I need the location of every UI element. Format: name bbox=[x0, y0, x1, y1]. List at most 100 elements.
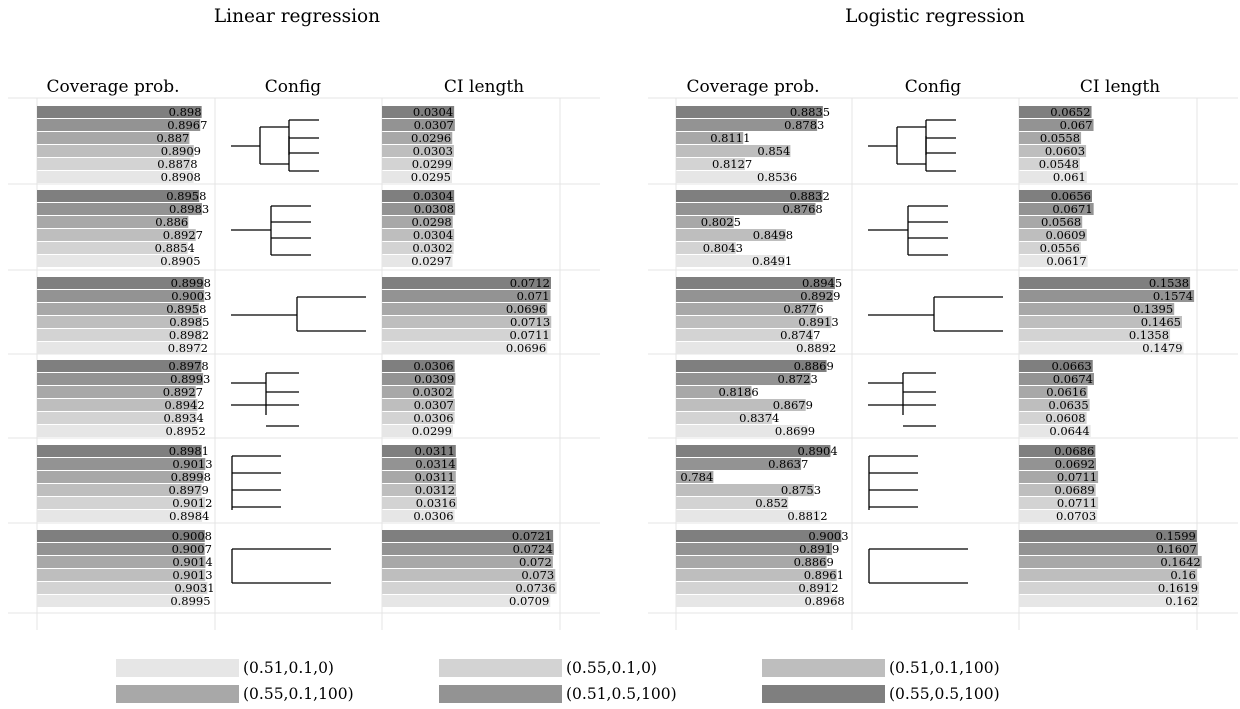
coverage-bar bbox=[37, 373, 204, 385]
coverage-value-label: 0.8978 bbox=[168, 359, 208, 373]
coverage-value-label: 0.8972 bbox=[168, 341, 208, 355]
ci-length-bar bbox=[382, 242, 454, 254]
ci-length-value-label: 0.0711 bbox=[1057, 470, 1097, 484]
ci-length-bar bbox=[1019, 119, 1094, 131]
ci-length-value-label: 0.0308 bbox=[414, 202, 454, 216]
coverage-value-label: 0.8945 bbox=[802, 276, 842, 290]
coverage-bar bbox=[676, 543, 833, 555]
legend-label-4: (0.51,0.5,100) bbox=[566, 685, 677, 703]
coverage-value-label: 0.898 bbox=[169, 105, 202, 119]
ci-length-bar bbox=[382, 497, 457, 509]
coverage-bar bbox=[37, 360, 202, 372]
ci-length-value-label: 0.0603 bbox=[1045, 144, 1085, 158]
ci-length-bar bbox=[382, 556, 553, 568]
ci-length-value-label: 0.1574 bbox=[1153, 289, 1193, 303]
coverage-value-label: 0.8783 bbox=[784, 118, 824, 132]
ci-length-value-label: 0.1619 bbox=[1158, 581, 1198, 595]
ci-length-value-label: 0.071 bbox=[517, 289, 550, 303]
ci-length-bar bbox=[1019, 132, 1082, 144]
ci-length-bar bbox=[1019, 229, 1087, 241]
coverage-value-label: 0.8768 bbox=[782, 202, 822, 216]
ci-length-bar bbox=[1019, 530, 1197, 542]
coverage-bar bbox=[37, 303, 200, 315]
ci-length-bar bbox=[382, 582, 557, 594]
logistic-panel-title: Logistic regression bbox=[845, 6, 1025, 27]
ci-length-value-label: 0.0309 bbox=[414, 372, 454, 386]
coverage-value-label: 0.8934 bbox=[164, 411, 204, 425]
ci-length-bar bbox=[1019, 510, 1098, 522]
coverage-value-label: 0.9007 bbox=[172, 542, 212, 556]
coverage-value-label: 0.8869 bbox=[794, 359, 834, 373]
coverage-value-label: 0.8111 bbox=[710, 131, 750, 145]
coverage-bar bbox=[676, 342, 830, 354]
ci-length-bar bbox=[1019, 412, 1087, 424]
coverage-value-label: 0.8995 bbox=[170, 594, 210, 608]
ci-length-bar bbox=[1019, 216, 1083, 228]
coverage-value-label: 0.8913 bbox=[798, 315, 838, 329]
ci-length-bar bbox=[1019, 158, 1080, 170]
ci-length-value-label: 0.1358 bbox=[1129, 328, 1169, 342]
coverage-value-label: 0.8983 bbox=[169, 202, 209, 216]
coverage-value-label: 0.8753 bbox=[781, 483, 821, 497]
ci-length-value-label: 0.0652 bbox=[1050, 105, 1090, 119]
coverage-bar bbox=[37, 229, 196, 241]
coverage-bar bbox=[37, 277, 204, 289]
coverage-value-label: 0.8905 bbox=[160, 254, 200, 268]
ci-length-value-label: 0.0703 bbox=[1056, 509, 1096, 523]
coverage-bar bbox=[37, 425, 199, 437]
ci-length-bar bbox=[382, 530, 554, 542]
ci-length-value-label: 0.0302 bbox=[412, 241, 452, 255]
linear-ci-header: CI length bbox=[444, 77, 524, 97]
ci-length-bar bbox=[382, 543, 554, 555]
ci-length-value-label: 0.0724 bbox=[513, 542, 553, 556]
ci-length-bar bbox=[1019, 360, 1093, 372]
coverage-value-label: 0.8127 bbox=[712, 157, 752, 171]
ci-length-bar bbox=[1019, 342, 1184, 354]
coverage-bar bbox=[37, 458, 206, 470]
coverage-bar bbox=[676, 242, 736, 254]
coverage-bar bbox=[676, 497, 789, 509]
coverage-bar bbox=[676, 316, 832, 328]
ci-length-value-label: 0.0298 bbox=[411, 215, 451, 229]
bars-layer: 0.898 0.0304 0.8967 0.0307 0.887 0.0296 0.8909… bbox=[37, 105, 1202, 608]
legend-swatch-0 bbox=[116, 659, 239, 677]
coverage-bar bbox=[37, 543, 205, 555]
ci-length-value-label: 0.1465 bbox=[1141, 315, 1181, 329]
coverage-bar bbox=[37, 132, 190, 144]
ci-length-bar bbox=[1019, 316, 1182, 328]
ci-length-bar bbox=[1019, 471, 1099, 483]
coverage-value-label: 0.9013 bbox=[172, 568, 212, 582]
ci-length-value-label: 0.1538 bbox=[1149, 276, 1189, 290]
coverage-value-label: 0.8967 bbox=[167, 118, 207, 132]
ci-length-value-label: 0.0548 bbox=[1039, 157, 1079, 171]
coverage-value-label: 0.8993 bbox=[170, 372, 210, 386]
coverage-value-label: 0.8679 bbox=[773, 398, 813, 412]
coverage-value-label: 0.8637 bbox=[768, 457, 808, 471]
coverage-bar bbox=[676, 373, 811, 385]
legend: (0.51,0.1,0) (0.55,0.1,0) (0.51,0.1,100)… bbox=[116, 659, 1000, 703]
ci-length-value-label: 0.0304 bbox=[413, 105, 453, 119]
ci-length-value-label: 0.0711 bbox=[1057, 496, 1097, 510]
coverage-bar bbox=[37, 145, 194, 157]
ci-length-value-label: 0.061 bbox=[1053, 170, 1086, 184]
coverage-bar bbox=[37, 412, 197, 424]
ci-length-value-label: 0.0656 bbox=[1051, 189, 1091, 203]
legend-label-1: (0.55,0.1,0) bbox=[566, 659, 657, 677]
logistic-ci-header: CI length bbox=[1080, 77, 1160, 97]
ci-length-bar bbox=[382, 203, 456, 215]
ci-length-value-label: 0.0635 bbox=[1048, 398, 1088, 412]
coverage-value-label: 0.8979 bbox=[169, 483, 209, 497]
ci-length-value-label: 0.0608 bbox=[1045, 411, 1085, 425]
coverage-bar bbox=[676, 530, 842, 542]
ci-length-value-label: 0.0306 bbox=[413, 359, 453, 373]
ci-length-bar bbox=[382, 386, 454, 398]
coverage-bar bbox=[37, 342, 201, 354]
ci-length-value-label: 0.0686 bbox=[1054, 444, 1094, 458]
coverage-value-label: 0.9014 bbox=[172, 555, 212, 569]
ci-length-bar bbox=[1019, 255, 1088, 267]
ci-length-value-label: 0.0304 bbox=[413, 228, 453, 242]
coverage-value-label: 0.8878 bbox=[157, 157, 197, 171]
coverage-value-label: 0.9013 bbox=[172, 457, 212, 471]
grid-layer bbox=[8, 97, 1238, 630]
